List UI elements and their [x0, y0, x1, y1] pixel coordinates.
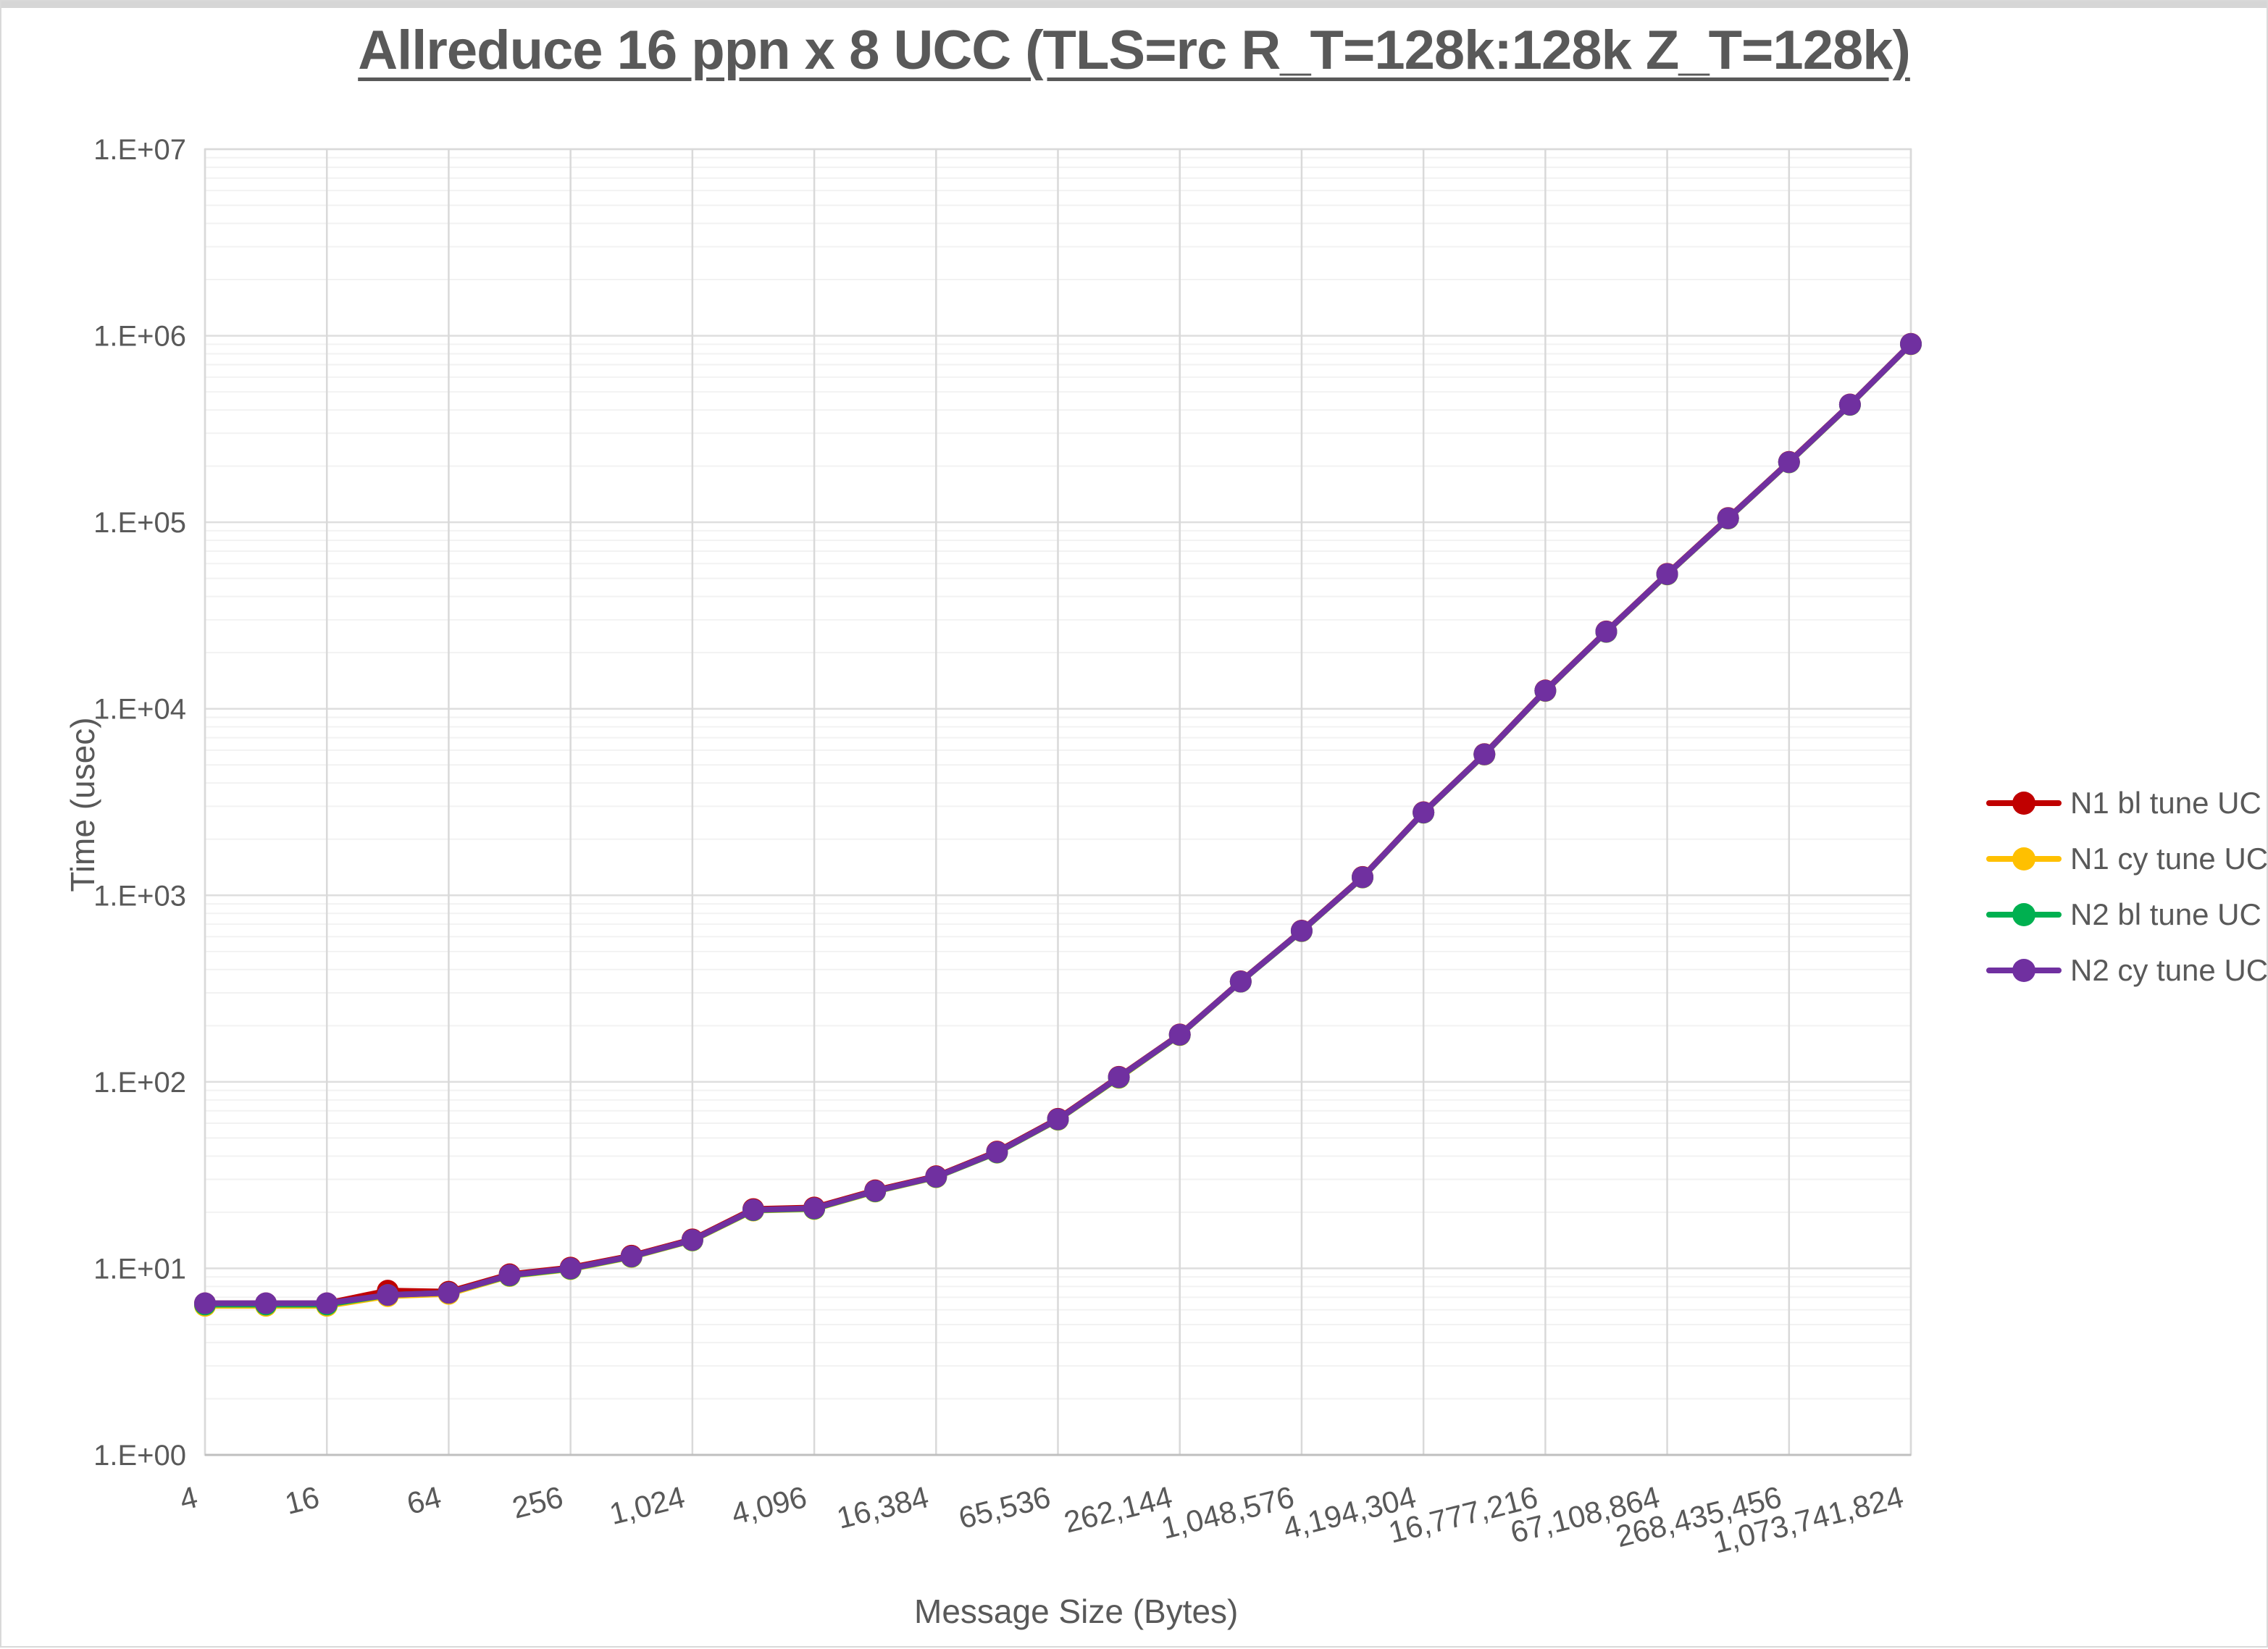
legend-item-n1-bl: N1 bl tune UC [1986, 775, 2268, 831]
legend-item-n2-cy: N2 cy tune UC [1986, 942, 2268, 998]
data-point-n2-cy-tune-uc [1168, 1023, 1191, 1046]
data-point-n2-cy-tune-uc [925, 1165, 947, 1188]
y-tick-label: 1.E+07 [93, 134, 186, 166]
chart-title: Allreduce 16 ppn x 8 UCC (TLS=rc R_T=128… [358, 20, 1911, 81]
data-point-n2-cy-tune-uc [1717, 507, 1739, 529]
data-point-n2-cy-tune-uc [255, 1292, 277, 1314]
data-point-n2-cy-tune-uc [864, 1180, 887, 1202]
data-point-n2-cy-tune-uc [1290, 920, 1313, 942]
x-tick-label: 1,024 [606, 1480, 688, 1531]
data-point-n2-cy-tune-uc [1473, 743, 1496, 765]
data-point-n2-cy-tune-uc [1900, 332, 1922, 355]
data-point-n2-cy-tune-uc [377, 1284, 399, 1306]
x-tick-label: 4,096 [728, 1480, 810, 1531]
y-tick-label: 1.E+00 [93, 1440, 186, 1472]
data-point-n2-cy-tune-uc [1595, 621, 1618, 643]
data-point-n2-cy-tune-uc [1352, 866, 1374, 889]
x-tick-label: 64 [403, 1480, 445, 1521]
x-tick-label: 262,144 [1060, 1480, 1176, 1539]
chart-legend: N1 bl tune UC N1 cy tune UC N2 bl tune U… [1986, 775, 2268, 998]
legend-item-n1-cy: N1 cy tune UC [1986, 831, 2268, 886]
y-tick-label: 1.E+06 [93, 321, 186, 353]
data-point-n2-cy-tune-uc [316, 1292, 338, 1314]
y-tick-label: 1.E+05 [93, 507, 186, 539]
y-tick-label: 1.E+03 [93, 880, 186, 912]
data-point-n2-cy-tune-uc [1413, 801, 1435, 823]
legend-marker-n1-bl-icon [1986, 791, 2062, 815]
data-point-n2-cy-tune-uc [742, 1199, 764, 1221]
x-tick-label: 65,536 [955, 1480, 1054, 1535]
y-tick-label: 1.E+01 [93, 1253, 186, 1285]
data-point-n2-cy-tune-uc [1656, 563, 1678, 585]
legend-marker-n2-bl-icon [1986, 902, 2062, 927]
legend-label-n2-cy: N2 cy tune UC [2070, 952, 2268, 987]
x-tick-label: 16,384 [833, 1480, 932, 1535]
legend-marker-n2-cy-icon [1986, 958, 2062, 983]
legend-label-n2-bl: N2 bl tune UC [2070, 897, 2261, 931]
y-tick-label: 1.E+02 [93, 1067, 186, 1099]
data-point-n2-cy-tune-uc [1778, 451, 1800, 474]
data-point-n2-cy-tune-uc [559, 1257, 582, 1280]
legend-label-n1-bl: N1 bl tune UC [2070, 785, 2261, 820]
data-point-n2-cy-tune-uc [194, 1292, 216, 1314]
legend-marker-n1-cy-icon [1986, 847, 2062, 871]
data-point-n2-cy-tune-uc [1047, 1108, 1069, 1130]
data-point-n2-cy-tune-uc [498, 1264, 521, 1286]
data-point-n2-cy-tune-uc [1108, 1066, 1130, 1088]
data-point-n2-cy-tune-uc [1229, 970, 1252, 993]
data-point-n2-cy-tune-uc [438, 1282, 460, 1304]
legend-item-n2-bl: N2 bl tune UC [1986, 886, 2268, 942]
x-tick-label: 4 [176, 1480, 201, 1516]
legend-label-n1-cy: N1 cy tune UC [2070, 841, 2268, 876]
data-point-n2-cy-tune-uc [803, 1197, 826, 1220]
data-point-n2-cy-tune-uc [1838, 393, 1861, 416]
data-point-n2-cy-tune-uc [681, 1229, 703, 1251]
y-axis-title: Time (usec) [64, 717, 101, 892]
data-point-n2-cy-tune-uc [986, 1141, 1008, 1163]
window-top-edge [1, 1, 2267, 8]
x-tick-label: 256 [509, 1480, 566, 1525]
data-point-n2-cy-tune-uc [1534, 679, 1557, 702]
x-axis-title: Message Size (Bytes) [914, 1593, 1239, 1630]
data-point-n2-cy-tune-uc [620, 1245, 643, 1267]
x-tick-label: 16 [282, 1480, 323, 1521]
y-tick-label: 1.E+04 [93, 694, 186, 726]
x-tick-label: 1,048,576 [1158, 1480, 1297, 1545]
